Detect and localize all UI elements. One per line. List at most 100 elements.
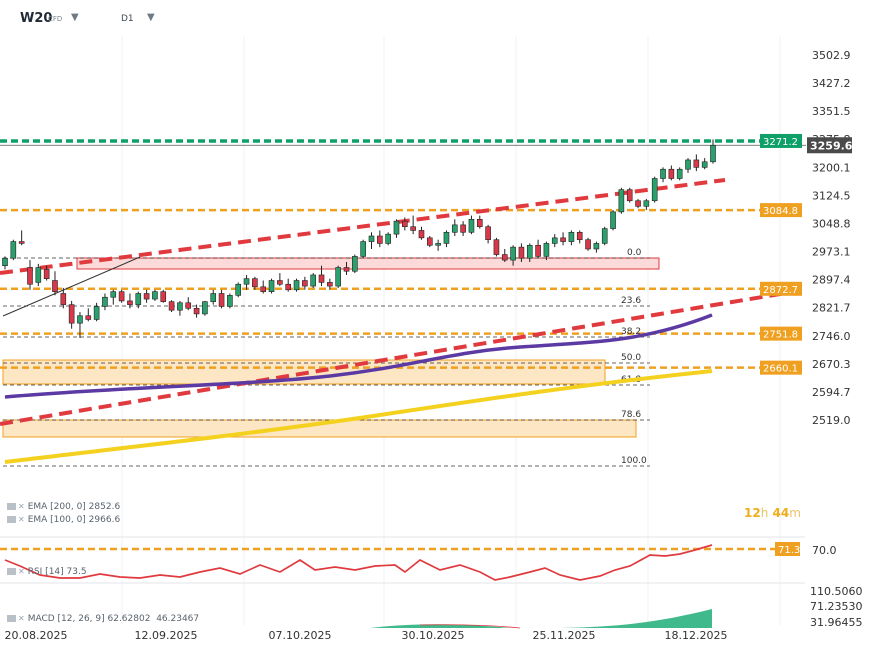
candle-body[interactable] [252, 278, 258, 288]
candle-body[interactable] [343, 267, 350, 272]
candle-body[interactable] [43, 269, 50, 279]
candle-body[interactable] [135, 293, 142, 305]
candle-body[interactable] [143, 293, 150, 300]
candle-body[interactable] [202, 301, 208, 315]
candle-body[interactable] [185, 302, 192, 309]
candle-body[interactable] [410, 226, 416, 231]
candle-body[interactable] [177, 302, 183, 311]
candle-body[interactable] [443, 231, 450, 244]
candle-body[interactable] [27, 267, 33, 285]
candle-body[interactable] [668, 168, 675, 179]
legend-macd[interactable]: ✕ MACD [12, 26, 9] 62.62802 46.23467 [7, 614, 199, 624]
close-icon[interactable]: ✕ [18, 502, 25, 511]
candle-body[interactable] [168, 301, 175, 311]
candle-body[interactable] [585, 239, 591, 250]
candle-body[interactable] [535, 244, 541, 257]
candle-body[interactable] [227, 295, 233, 307]
candle-body[interactable] [368, 235, 375, 242]
candle-body[interactable] [68, 304, 75, 324]
candle-body[interactable] [210, 293, 217, 302]
candle-body[interactable] [318, 274, 325, 283]
candle-body[interactable] [52, 280, 58, 292]
candle-body[interactable] [243, 278, 250, 285]
candle-body[interactable] [35, 267, 42, 283]
candle-body[interactable] [676, 168, 683, 179]
legend-ema100[interactable]: ✕ EMA [100, 0] 2966.6 [7, 515, 120, 525]
candle-body[interactable] [302, 280, 308, 287]
candle-body[interactable] [118, 291, 125, 302]
candle-body[interactable] [610, 211, 616, 229]
candle-body[interactable] [493, 239, 500, 255]
candle-body[interactable] [18, 241, 25, 244]
candle-body[interactable] [327, 282, 333, 287]
candle-body[interactable] [651, 178, 658, 202]
candle-body[interactable] [576, 231, 583, 241]
candle-body[interactable] [93, 306, 100, 320]
candle-body[interactable] [402, 220, 408, 228]
close-icon[interactable]: ✕ [18, 614, 25, 623]
candle-body[interactable] [460, 224, 466, 233]
candle-body[interactable] [218, 293, 225, 307]
eye-icon[interactable] [7, 503, 16, 510]
legend-rsi[interactable]: ✕ RSI [14] 73.5 [7, 567, 87, 577]
candle-body[interactable] [385, 233, 391, 244]
candle-body[interactable] [426, 237, 433, 246]
candle-body[interactable] [377, 235, 383, 244]
candle-body[interactable] [268, 280, 275, 292]
candle-body[interactable] [2, 257, 8, 266]
candle-body[interactable] [560, 237, 566, 242]
candle-body[interactable] [643, 200, 650, 207]
candle-body[interactable] [285, 283, 292, 291]
candle-body[interactable] [435, 243, 441, 246]
candle-body[interactable] [10, 241, 17, 259]
timeframe-selector[interactable]: D1 [121, 14, 134, 24]
candle-body[interactable] [526, 244, 533, 259]
candle-body[interactable] [60, 293, 67, 305]
candle-body[interactable] [127, 300, 133, 305]
symbol-name[interactable]: W20 [20, 11, 53, 26]
candle-body[interactable] [485, 226, 491, 241]
candle-body[interactable] [501, 254, 508, 261]
candle-body[interactable] [293, 280, 300, 291]
candle-body[interactable] [152, 291, 158, 300]
symbol-dropdown-icon[interactable]: ▼ [71, 12, 79, 23]
candle-body[interactable] [260, 286, 267, 292]
eye-icon[interactable] [7, 568, 16, 575]
candle-body[interactable] [693, 159, 700, 168]
candle-body[interactable] [568, 231, 575, 242]
candle-body[interactable] [110, 291, 117, 298]
candle-body[interactable] [102, 296, 108, 307]
candle-body[interactable] [451, 224, 458, 233]
candle-body[interactable] [618, 189, 625, 213]
candle-body[interactable] [160, 291, 167, 302]
candle-body[interactable] [660, 168, 666, 179]
eye-icon[interactable] [7, 615, 16, 622]
close-icon[interactable]: ✕ [18, 567, 25, 576]
candle-body[interactable] [710, 144, 716, 163]
candle-body[interactable] [635, 200, 641, 207]
candle-body[interactable] [626, 189, 633, 202]
candle-body[interactable] [352, 256, 358, 272]
candle-body[interactable] [310, 274, 316, 287]
candle-body[interactable] [543, 243, 550, 257]
candle-body[interactable] [518, 246, 525, 259]
candle-body[interactable] [476, 219, 483, 228]
candle-body[interactable] [85, 315, 92, 320]
candle-body[interactable] [510, 246, 516, 261]
close-icon[interactable]: ✕ [18, 515, 25, 524]
timeframe-dropdown-icon[interactable]: ▼ [147, 12, 155, 23]
candle-body[interactable] [277, 280, 283, 285]
eye-icon[interactable] [7, 516, 16, 523]
candle-body[interactable] [235, 283, 242, 296]
candle-body[interactable] [601, 228, 608, 244]
candle-body[interactable] [685, 159, 691, 170]
candle-body[interactable] [193, 308, 200, 315]
legend-ema200[interactable]: ✕ EMA [200, 0] 2852.6 [7, 502, 120, 512]
candle-body[interactable] [335, 267, 341, 287]
candle-body[interactable] [468, 219, 475, 233]
candle-body[interactable] [701, 161, 708, 168]
candle-body[interactable] [393, 220, 400, 235]
candle-body[interactable] [360, 241, 366, 257]
